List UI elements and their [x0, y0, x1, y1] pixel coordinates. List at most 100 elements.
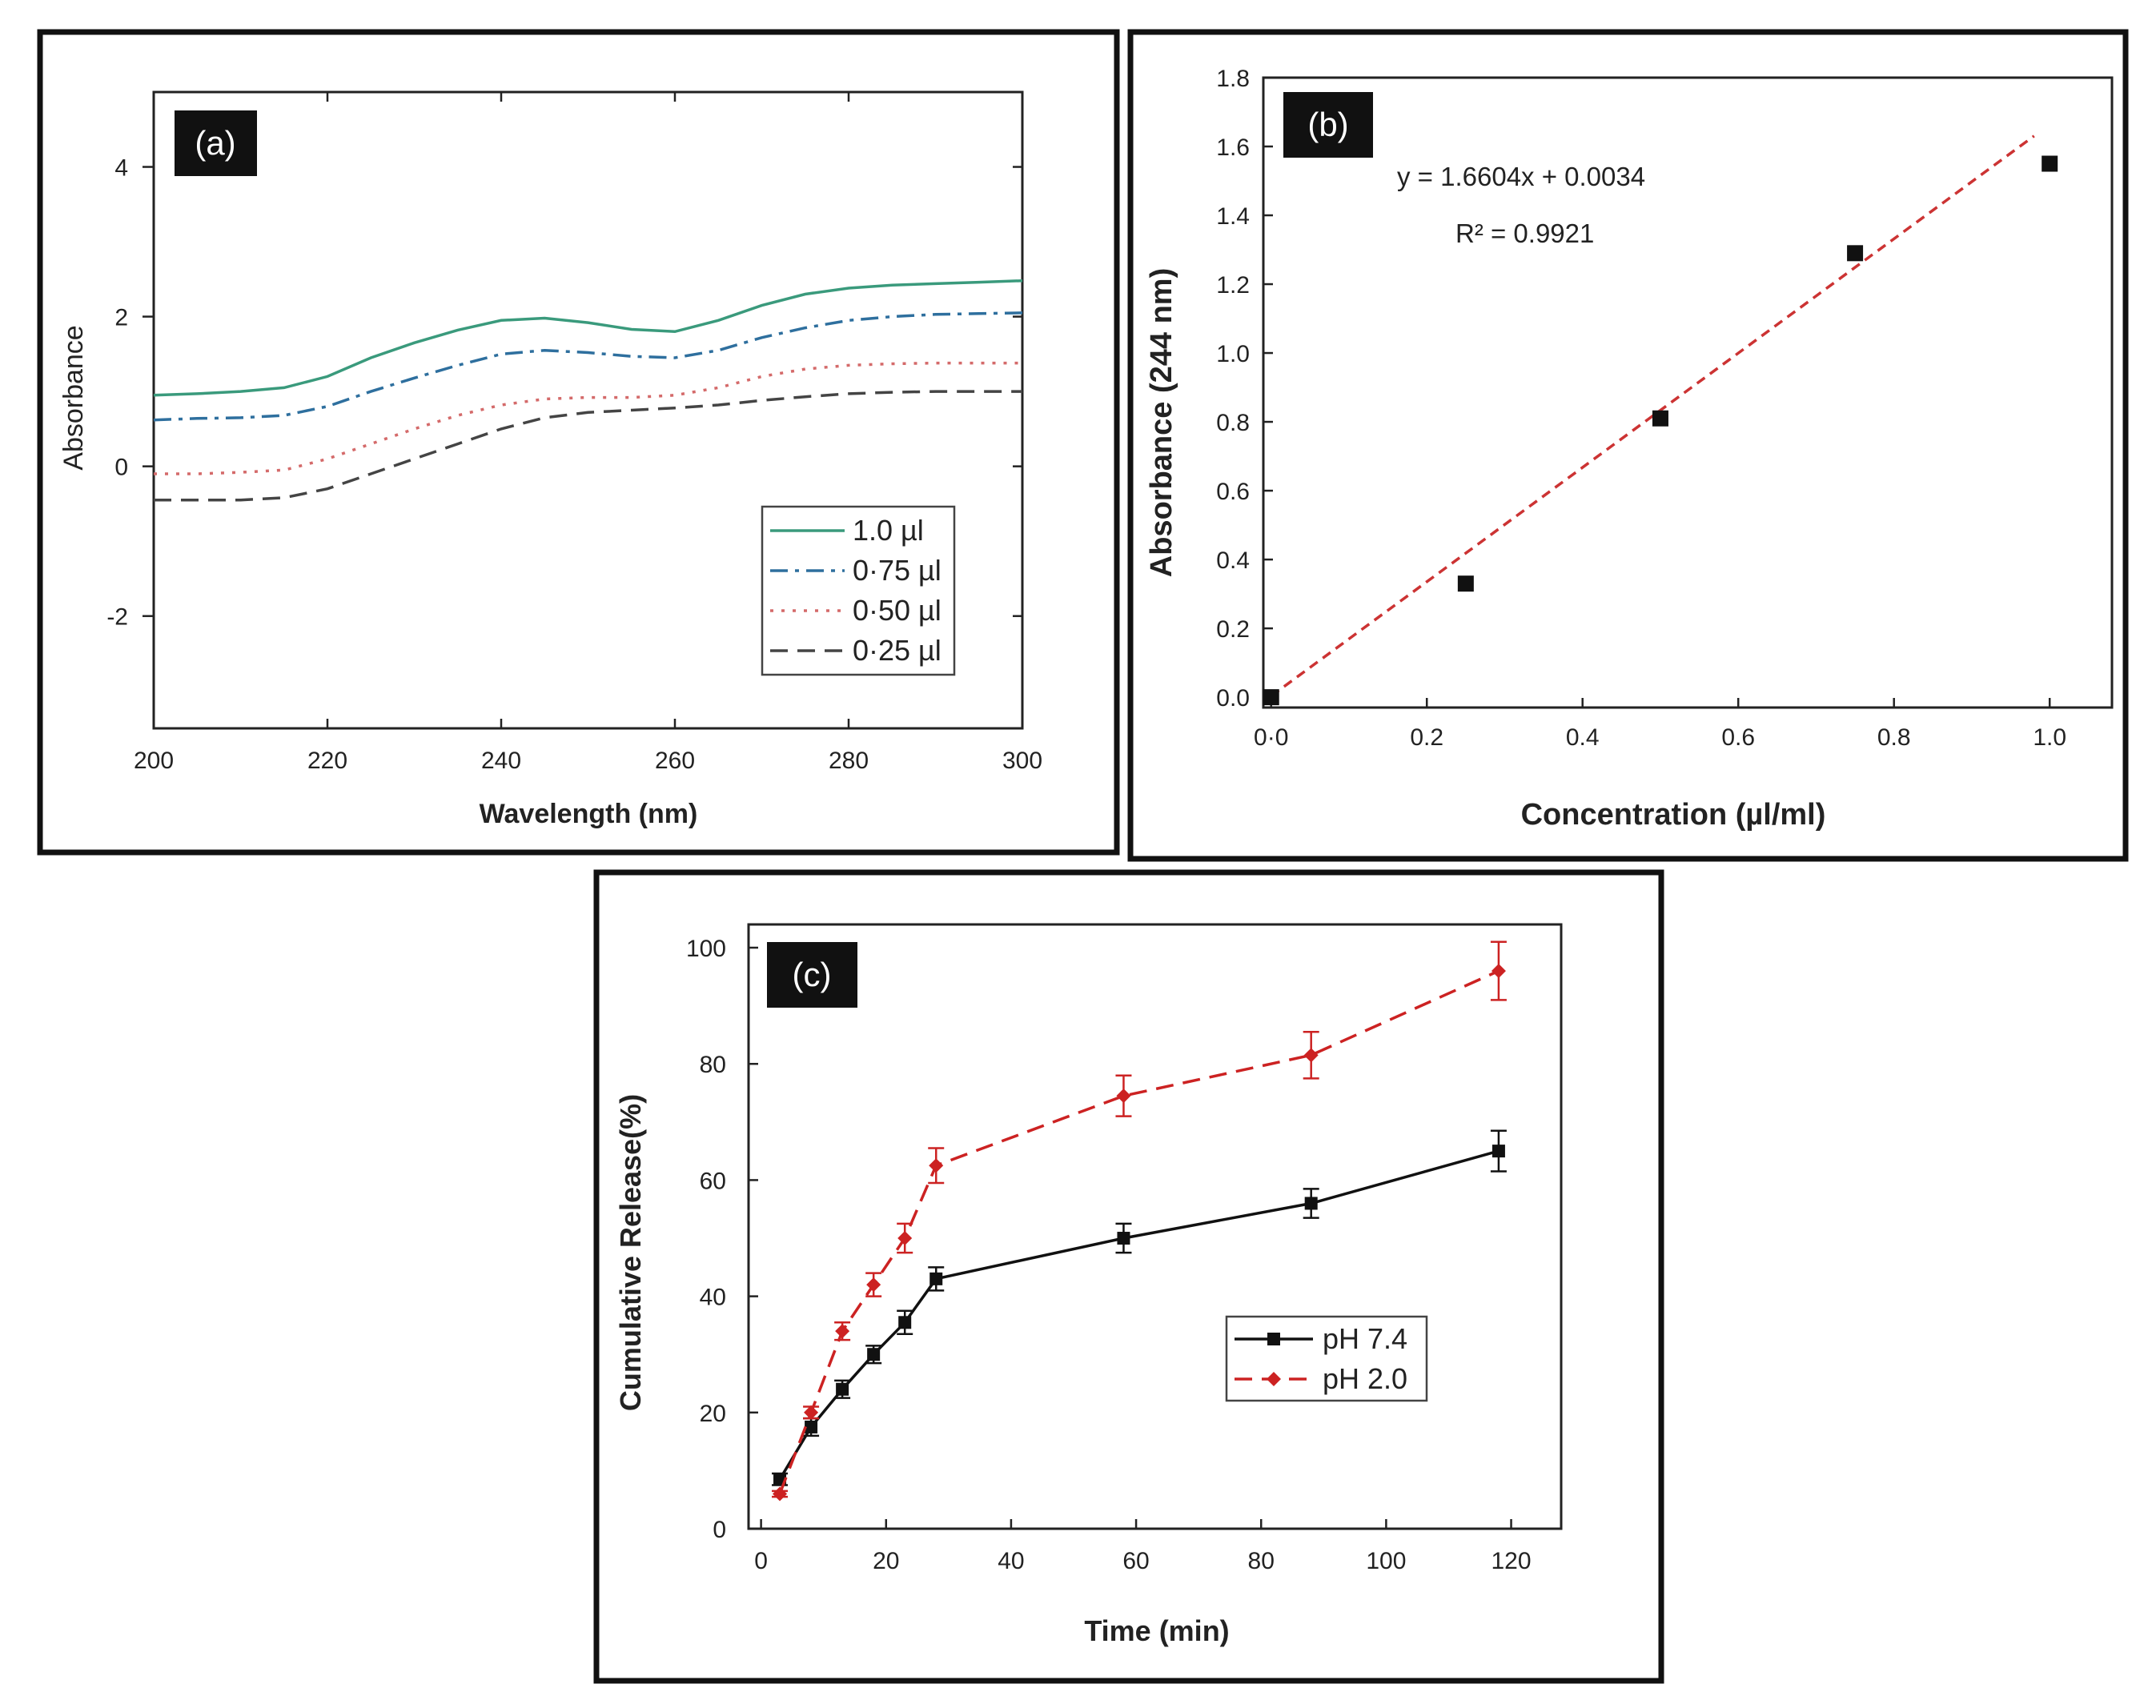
panel-a-ticks: 200 220 240 260 280 300 -2 0 2 4 [106, 92, 1042, 774]
panel-a-series-line-4 [154, 390, 1022, 502]
panel-c-xlabel: Time (min) [1084, 1614, 1229, 1647]
panel-a-ylabel: Absorbance [58, 325, 89, 470]
panel-b-data-point [1457, 575, 1474, 592]
panel-c-legend-marker [1267, 1333, 1280, 1345]
panel-a-legend-box [761, 505, 956, 676]
panel-c-label: (c) [793, 956, 832, 993]
panel-b-xtick-label: 0.4 [1566, 724, 1600, 751]
panel-a-xtick-label: 220 [307, 748, 347, 774]
panel-a-ytick-label: 2 [114, 305, 128, 331]
panel-c-data-point [804, 1405, 819, 1420]
panel-c-legend: pH 7.4 pH 2.0 [1225, 1315, 1428, 1402]
panel-a-ytick-label: 0 [114, 455, 128, 481]
panel-b-ytick-label: 1.4 [1216, 203, 1250, 230]
panel-a-legend-items: 1.0 µl 0·75 µl 0·50 µl 0·25 µl [770, 514, 941, 667]
panel-c-series-2 [772, 940, 1507, 1502]
panel-a-legend-label: 0·25 µl [853, 634, 941, 667]
panel-c-ytick-label: 100 [686, 936, 726, 962]
panel-c-data-point [866, 1277, 881, 1293]
panel-c-ytick-label: 40 [700, 1285, 726, 1311]
panel-b-data-point [1847, 245, 1864, 262]
panel-c-xtick-label: 100 [1366, 1548, 1406, 1574]
panel-b-ytick-label: 1.2 [1216, 272, 1250, 299]
panel-a-legend-label: 0·50 µl [853, 594, 941, 627]
panel-a-xtick-label: 300 [1002, 748, 1042, 774]
panel-c-series [772, 940, 1507, 1502]
panel-c-xtick-label: 40 [998, 1548, 1024, 1574]
panel-a-label: (a) [195, 124, 235, 162]
panel-b-ytick-label: 1.6 [1216, 134, 1250, 161]
panel-a-series-line-1 [153, 279, 1023, 397]
panel-a-xlabel: Wavelength (nm) [480, 799, 698, 829]
panel-a-series-line-2 [153, 311, 1023, 422]
panel-c-data-point [1492, 1145, 1505, 1158]
panel-c-legend-label: pH 2.0 [1323, 1362, 1407, 1395]
panel-b-ytick-label: 0.8 [1216, 410, 1250, 436]
panel-b-label-box [1283, 92, 1373, 158]
panel-a-xtick-label: 280 [829, 748, 869, 774]
panel-c-ytick-label: 60 [700, 1168, 726, 1194]
panel-c-data-point [836, 1382, 849, 1396]
panel-b-data-point [2042, 155, 2058, 172]
panel-c-data-point [1117, 1232, 1130, 1245]
panel-a-xtick-label: 260 [655, 748, 695, 774]
panel-a-ytick-label: -2 [106, 604, 128, 631]
panel-c-label-box [767, 942, 857, 1008]
panel-b-xtick-label: 1.0 [2033, 724, 2066, 751]
panel-a-series [153, 279, 1023, 502]
panel-a-legend: 1.0 µl 0·75 µl 0·50 µl 0·25 µl [761, 505, 956, 676]
panel-c: 0 20 40 60 80 100 120 0 20 40 60 80 100 (c) Time (mi… [593, 869, 1664, 1684]
panel-a-xtick-label: 200 [134, 748, 174, 774]
panel-c-xtick-label: 120 [1492, 1548, 1532, 1574]
panel-c-data-point [1116, 1089, 1131, 1104]
panel-c-data-point [773, 1486, 788, 1502]
panel-b-ytick-label: 0.2 [1216, 616, 1250, 643]
panel-c-ytick-label: 80 [700, 1052, 726, 1078]
panel-c-data-point [835, 1324, 850, 1339]
panel-a-plot-area [152, 90, 1024, 730]
panel-a-label-box [175, 110, 257, 176]
panel-b-ytick-label: 0.0 [1216, 685, 1250, 712]
panel-a-legend-label: 0·75 µl [853, 554, 941, 587]
panel-b-data-point [1652, 410, 1668, 427]
panel-c-ylabel: Cumulative Release(%) [614, 1094, 647, 1411]
panel-c-data-point [1303, 1048, 1319, 1063]
panel-c-ticks: 0 20 40 60 80 100 120 0 20 40 60 80 100 [686, 936, 1532, 1574]
panel-b-plot-area [1262, 76, 2114, 709]
panel-b-ytick-label: 0.4 [1216, 547, 1250, 574]
panel-c-ytick-label: 20 [700, 1401, 726, 1427]
panel-c-xtick-label: 60 [1122, 1548, 1149, 1574]
panel-b-ytick-label: 1.0 [1216, 341, 1250, 367]
panel-c-legend-box [1225, 1315, 1428, 1402]
panel-b-xtick-label: 0.6 [1721, 724, 1755, 751]
panel-b-ytick-label: 1.8 [1216, 66, 1250, 92]
panel-b-xtick-label: 0.8 [1877, 724, 1911, 751]
panel-b-r2: R² = 0.9921 [1455, 219, 1594, 248]
panel-a-xtick-label: 240 [481, 748, 521, 774]
panel-c-legend-items: pH 7.4 pH 2.0 [1235, 1322, 1407, 1395]
panel-b-xlabel: Concentration (µl/ml) [1521, 798, 1826, 832]
panel-b-equation: y = 1.6604x + 0.0034 [1397, 162, 1645, 191]
panel-c-data-point [867, 1348, 881, 1361]
panel-b-xtick-label: 0.2 [1410, 724, 1443, 751]
panel-c-plot-area [747, 923, 1563, 1530]
panel-c-data-point [898, 1316, 912, 1329]
panel-c-xtick-label: 0 [754, 1548, 768, 1574]
panel-b-ylabel: Absorbance (244 nm) [1145, 268, 1178, 577]
panel-c-data-point [929, 1272, 943, 1285]
panel-c-legend-marker [1267, 1372, 1281, 1386]
panel-b-xtick-label: 0·0 [1254, 724, 1288, 751]
panel-c-ytick-label: 0 [713, 1517, 726, 1543]
panel-b-frame [1127, 29, 2129, 862]
panel-b: 0·0 0.2 0.4 0.6 0.8 1.0 0.0 0.2 0.4 0.6 0.8 1.0 1.2 1… [1127, 29, 2129, 862]
panel-b-ticks: 0·0 0.2 0.4 0.6 0.8 1.0 0.0 0.2 0.4 0.6 0.8 1.0 1.2 1… [1216, 66, 2066, 751]
panel-b-data-point [1263, 689, 1279, 706]
panel-c-legend-label: pH 7.4 [1323, 1322, 1407, 1355]
panel-c-xtick-label: 20 [873, 1548, 899, 1574]
panel-c-xtick-label: 80 [1248, 1548, 1275, 1574]
panel-c-data-point [929, 1158, 944, 1173]
panel-c-data-point [1304, 1197, 1318, 1210]
panel-c-data-point [1491, 964, 1506, 979]
panel-b-label: (b) [1307, 106, 1348, 143]
